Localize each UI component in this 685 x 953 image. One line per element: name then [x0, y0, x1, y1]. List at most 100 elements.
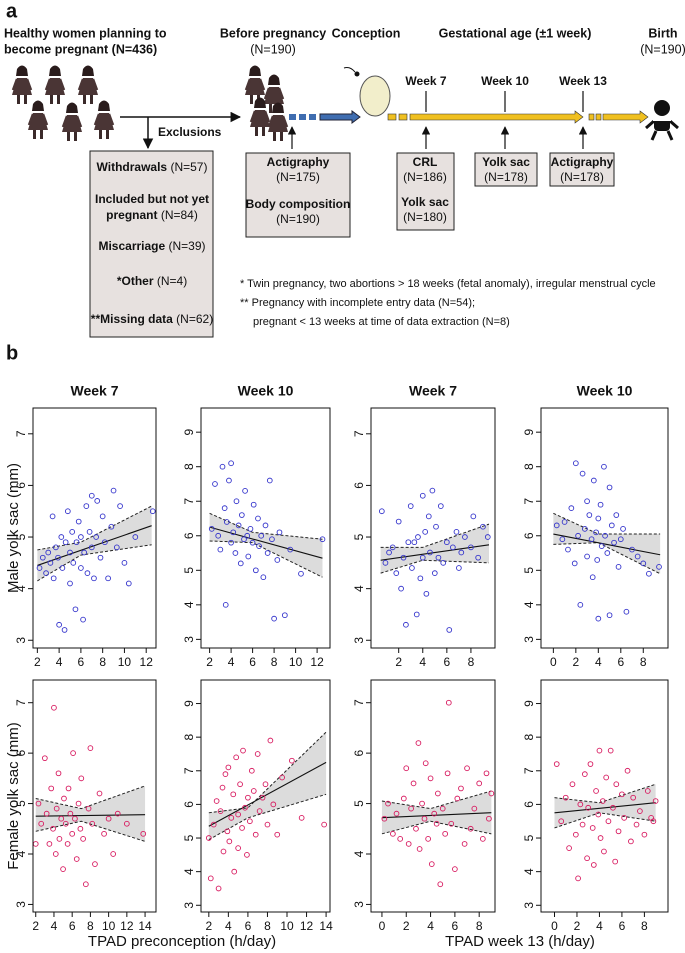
data-point [279, 774, 285, 781]
data-point [628, 838, 634, 845]
data-point [646, 570, 652, 577]
confidence-band [380, 524, 489, 574]
band-upper [554, 783, 656, 804]
data-point [572, 460, 579, 467]
data-point [228, 460, 234, 467]
data-point [239, 825, 245, 831]
data-point [87, 745, 94, 751]
data-point [52, 851, 59, 857]
data-point [249, 539, 256, 546]
data-point [419, 554, 426, 561]
measure-label: Actigraphy [267, 155, 330, 169]
data-point [289, 757, 295, 764]
start-title: become pregnant (N=436) [4, 42, 157, 56]
data-point [91, 575, 97, 582]
data-point [72, 606, 79, 613]
data-point [579, 470, 586, 477]
data-point [442, 830, 449, 837]
y-tick-label: 9 [522, 429, 536, 436]
x-tick-label: 2 [395, 655, 402, 669]
data-point [561, 519, 568, 525]
panel-title: Week 10 [238, 383, 294, 399]
data-point [88, 544, 95, 551]
data-point [599, 798, 606, 804]
x-tick-label: 12 [300, 919, 314, 933]
data-point [448, 820, 455, 827]
data-point [77, 825, 84, 832]
data-point [231, 868, 238, 875]
data-point [298, 570, 304, 577]
data-point [422, 529, 429, 535]
x-tick-label: 4 [51, 919, 58, 933]
data-point [565, 546, 571, 553]
measure-box [245, 152, 351, 238]
data-point [140, 830, 147, 837]
data-point [212, 481, 218, 487]
y-tick-label: 7 [522, 767, 536, 774]
x-tick-label: 4 [419, 655, 426, 669]
data-point [390, 830, 396, 837]
x-tick-label: 4 [595, 655, 602, 669]
data-point [78, 565, 84, 571]
band-upper [35, 785, 146, 810]
data-point [450, 544, 456, 551]
data-point [250, 788, 257, 794]
data-point [276, 529, 283, 536]
y-tick-label: 3 [14, 637, 28, 644]
data-point [93, 534, 99, 540]
data-point [569, 781, 576, 788]
data-point [232, 550, 239, 556]
data-point [604, 550, 611, 556]
data-point [242, 488, 248, 494]
data-point [274, 557, 281, 563]
data-point [224, 828, 231, 835]
data-point [282, 612, 288, 619]
measure-arrows [287, 126, 588, 149]
data-point [419, 800, 425, 807]
band-upper [381, 790, 492, 810]
data-point [566, 845, 572, 851]
data-point [440, 559, 447, 566]
data-point [242, 804, 248, 811]
data-point [435, 554, 442, 561]
data-point [467, 825, 474, 832]
data-point [48, 785, 55, 792]
data-point [132, 534, 139, 540]
data-point [425, 513, 432, 520]
data-point [56, 836, 63, 842]
y-tick-label: 6 [14, 749, 28, 756]
data-point [267, 737, 274, 744]
data-point [584, 553, 590, 560]
data-point [69, 529, 76, 535]
measure-n: (N=186) [403, 170, 447, 184]
data-point [630, 794, 637, 801]
data-point [270, 801, 277, 808]
x-tick-label: 2 [574, 919, 581, 933]
data-point [78, 775, 85, 782]
data-point [470, 513, 477, 520]
data-point [577, 801, 584, 808]
timeline-gestation [387, 110, 649, 124]
data-point [603, 774, 610, 781]
data-point [486, 815, 492, 822]
data-point [415, 534, 421, 540]
week-label: Week 13 [559, 74, 607, 88]
y-tick-label: 8 [182, 463, 196, 470]
data-point [419, 492, 426, 499]
data-point [117, 503, 123, 509]
data-point [437, 503, 444, 509]
data-point [584, 498, 590, 505]
panel-title: Week 7 [409, 383, 457, 399]
data-point [73, 856, 80, 862]
data-point [633, 821, 640, 828]
data-point [479, 836, 486, 842]
data-point [35, 800, 42, 807]
data-point [385, 800, 391, 807]
data-point [397, 836, 404, 842]
band-lower [381, 820, 492, 835]
data-point [58, 815, 65, 822]
data-point [226, 838, 233, 845]
data-point [410, 780, 417, 787]
data-point [453, 529, 460, 535]
data-point [85, 805, 92, 812]
